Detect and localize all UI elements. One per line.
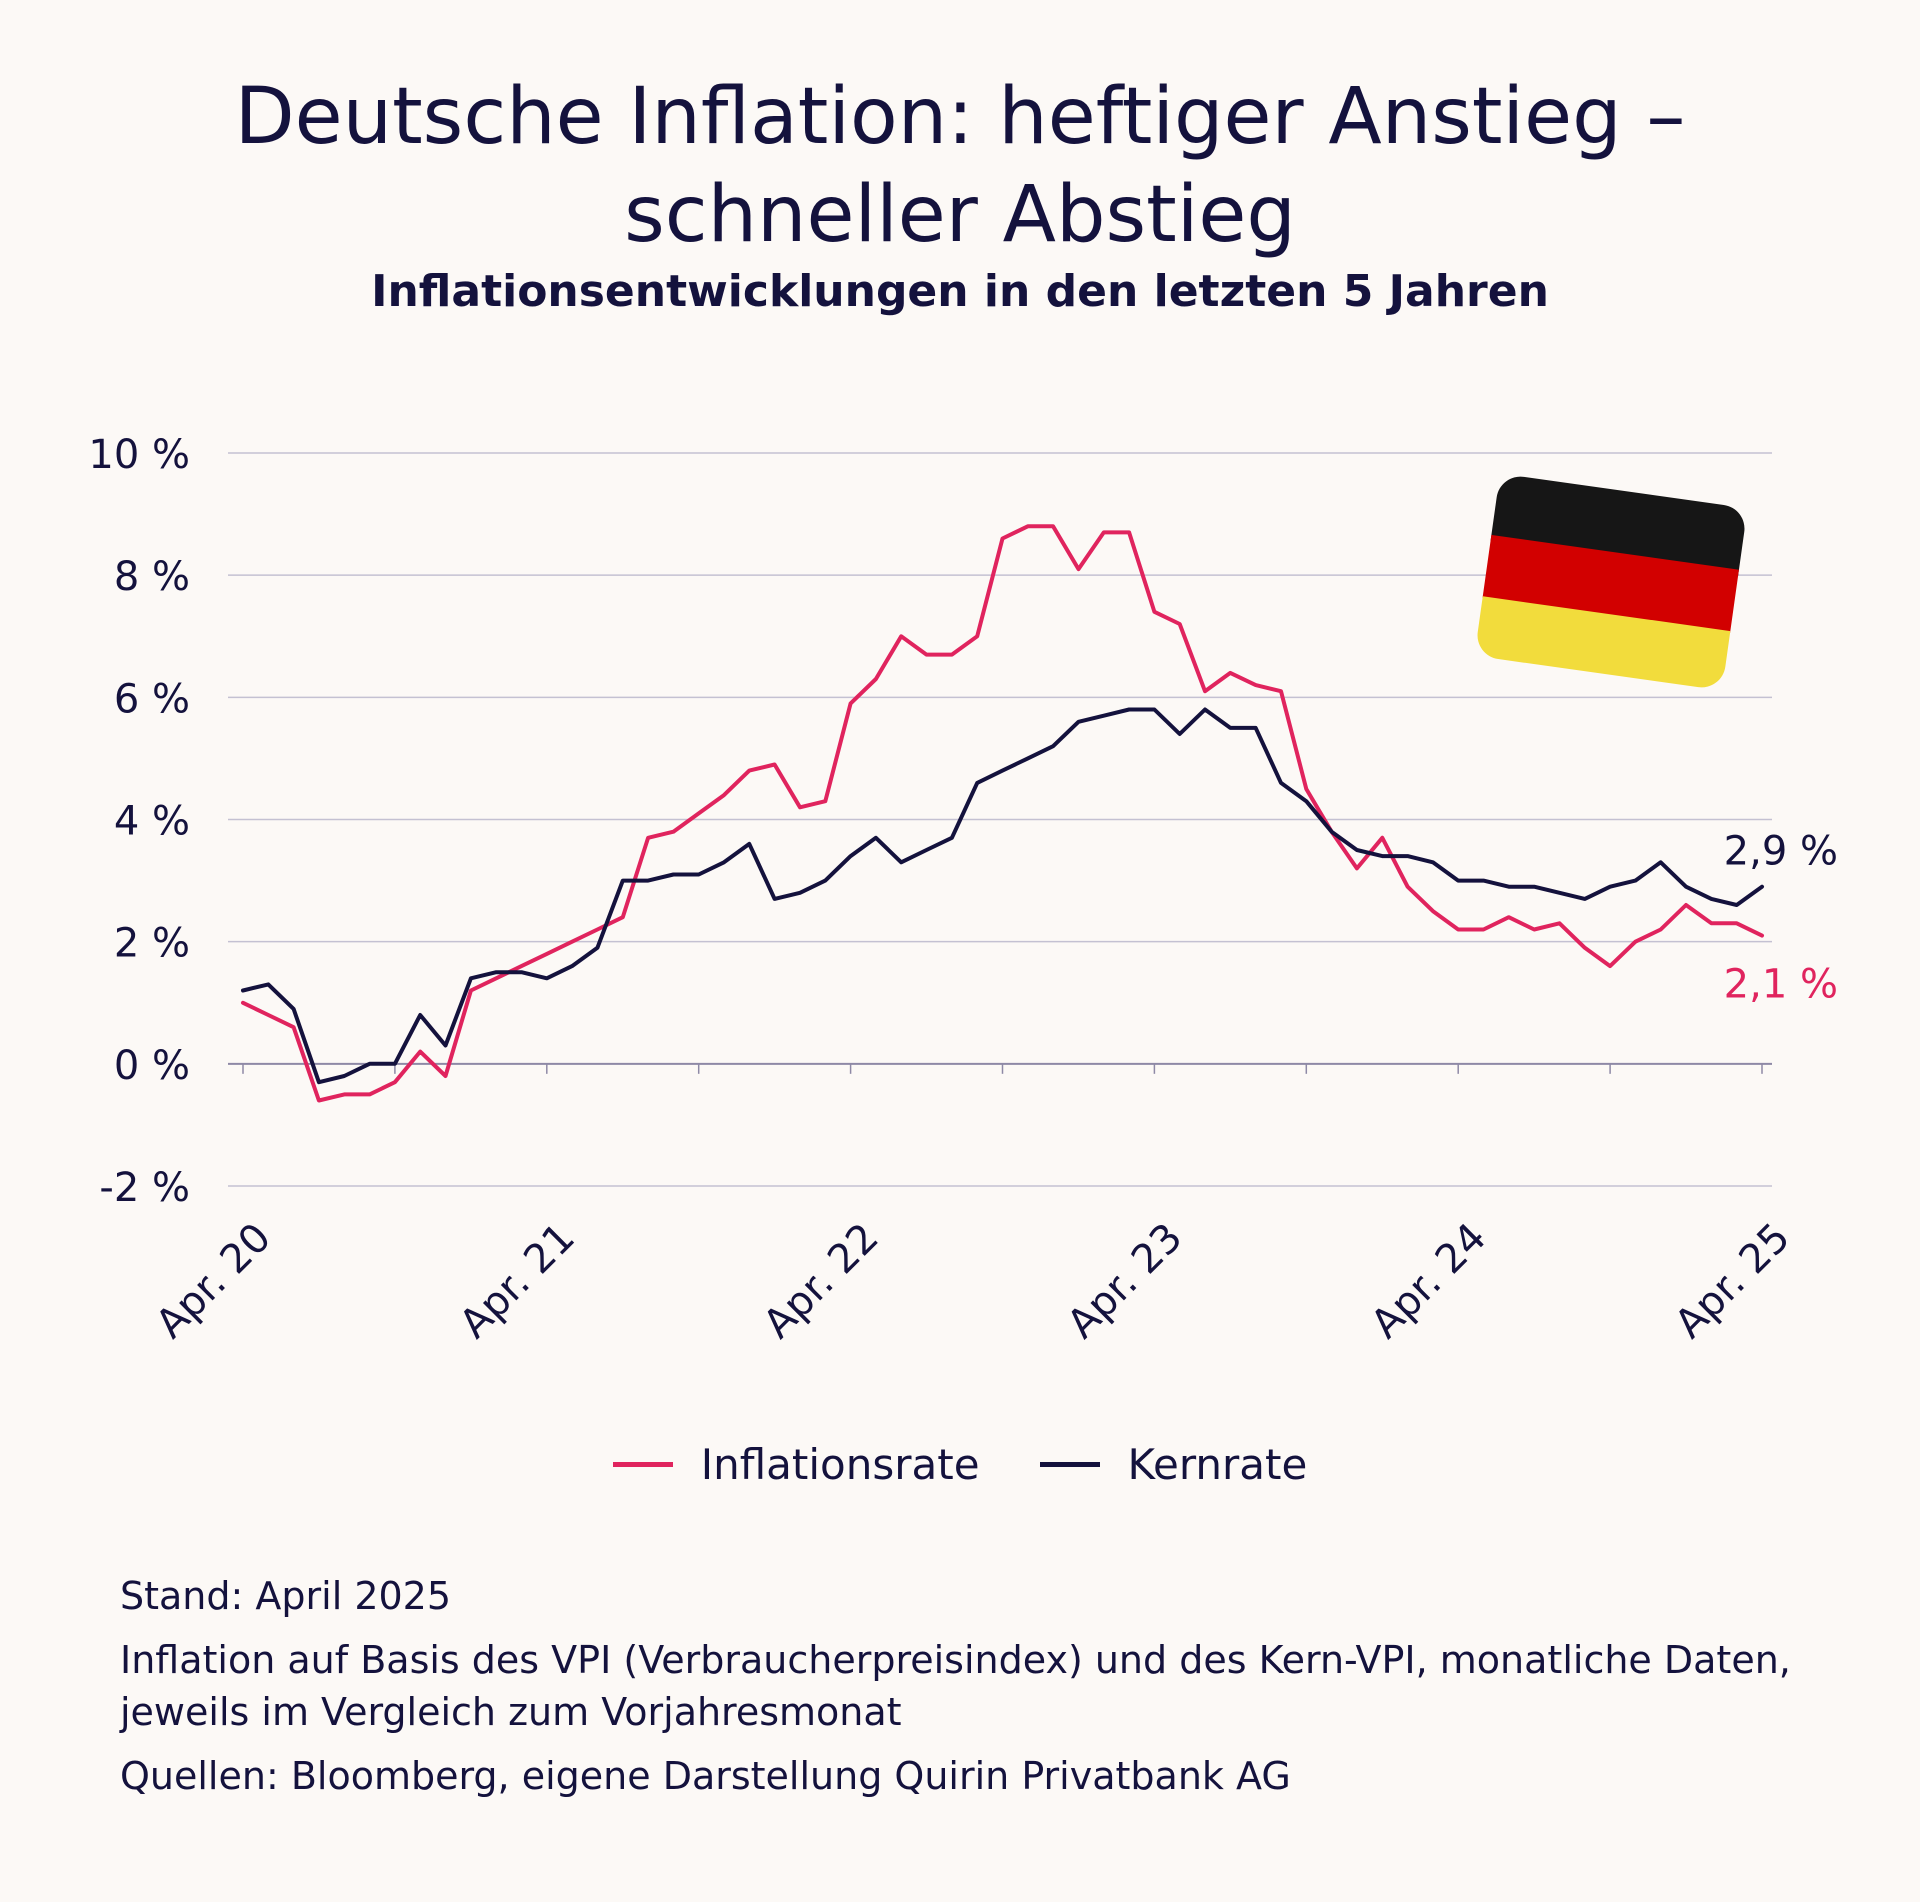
note-description: Inflation auf Basis des VPI (Verbraucher… <box>120 1638 1791 1734</box>
chart-title-line-1: Deutsche Inflation: heftiger Anstieg – <box>234 72 1686 162</box>
chart-title-line-2: schneller Abstieg <box>624 170 1296 260</box>
inflation-line-chart: 10 % 8 % 6 % 4 % 2 % 0 % -2 %Apr. 20 Apr. 21 Apr… <box>88 432 1838 1348</box>
x-tick-label: Apr. 21 <box>451 1215 584 1348</box>
x-tick-label: Apr. 25 <box>1666 1215 1799 1348</box>
axis-layer <box>242 1063 1763 1074</box>
note-stand: Stand: April 2025 <box>120 1574 452 1618</box>
chart-notes: Stand: April 2025 Inflation auf Basis de… <box>120 1570 1820 1814</box>
legend-item-kernrate: Kernrate <box>1039 1440 1308 1489</box>
x-tick-label: Apr. 22 <box>755 1215 888 1348</box>
grid-layer <box>228 452 1772 1187</box>
legend-swatch-kernrate <box>1039 1462 1100 1467</box>
series-layer <box>241 524 1764 1103</box>
chart-title: Deutsche Inflation: heftiger Anstieg – s… <box>0 68 1920 264</box>
y-tick-label: -2 % <box>99 1165 190 1211</box>
chart-legend: Inflationsrate Kernrate <box>0 1440 1920 1489</box>
series-line-kernrate <box>241 707 1764 1085</box>
flag-red-stripe <box>1474 527 1748 641</box>
y-tick-label: 6 % <box>114 676 190 722</box>
y-tick-label: 8 % <box>114 554 190 600</box>
y-tick-label: 0 % <box>114 1043 190 1089</box>
chart-subtitle: Inflationsentwicklungen in den letzten 5… <box>371 266 1549 317</box>
y-tick-label: 10 % <box>88 432 190 478</box>
note-sources: Quellen: Bloomberg, eigene Darstellung Q… <box>120 1754 1291 1798</box>
germany-flag-icon <box>1474 460 1748 704</box>
x-tick-label: Apr. 24 <box>1362 1215 1495 1348</box>
x-tick-label: Apr. 23 <box>1059 1215 1192 1348</box>
end-label-kernrate: 2,9 % <box>1724 829 1838 875</box>
legend-label-inflationsrate: Inflationsrate <box>700 1440 980 1489</box>
series-line-inflationsrate <box>241 524 1764 1103</box>
legend-swatch-inflationsrate <box>612 1462 673 1467</box>
legend-label-kernrate: Kernrate <box>1127 1440 1308 1489</box>
x-tick-label: Apr. 20 <box>147 1215 280 1348</box>
y-tick-label: 2 % <box>114 921 190 967</box>
y-tick-label: 4 % <box>114 799 190 845</box>
end-label-inflationsrate: 2,1 % <box>1724 962 1838 1008</box>
legend-item-inflationsrate: Inflationsrate <box>612 1440 980 1489</box>
